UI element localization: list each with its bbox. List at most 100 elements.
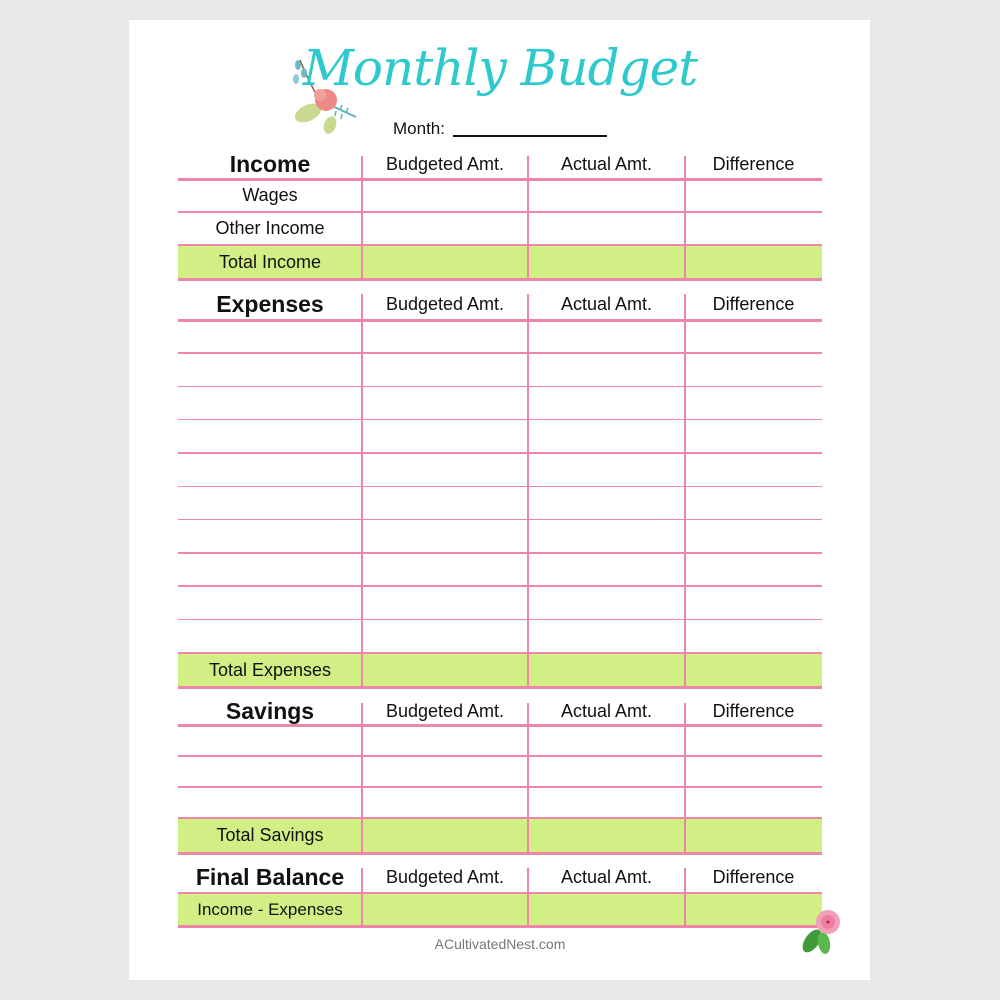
amount-cell[interactable] <box>686 487 821 520</box>
column-divider <box>527 320 529 354</box>
amount-cell[interactable] <box>529 620 684 653</box>
column-header-budgeted-amt-: Budgeted Amt. <box>385 867 505 887</box>
total-amount-cell[interactable] <box>686 245 821 279</box>
column-divider <box>527 294 529 320</box>
header-rule <box>178 319 822 322</box>
amount-cell[interactable] <box>363 453 527 486</box>
amount-cell[interactable] <box>529 179 684 212</box>
section-header-income: Income <box>229 151 311 177</box>
amount-cell[interactable] <box>363 725 527 756</box>
column-divider <box>684 619 686 653</box>
column-header-actual-amt-: Actual Amt. <box>560 154 653 174</box>
table-row <box>178 453 362 486</box>
amount-cell[interactable] <box>529 487 684 520</box>
amount-cell[interactable] <box>686 453 821 486</box>
row-rule <box>178 552 822 554</box>
row-rule <box>178 755 822 757</box>
amount-cell[interactable] <box>363 787 527 818</box>
amount-cell[interactable] <box>686 620 821 653</box>
column-divider <box>527 619 529 653</box>
amount-cell[interactable] <box>363 420 527 453</box>
amount-cell[interactable] <box>529 787 684 818</box>
amount-cell[interactable] <box>363 756 527 787</box>
column-divider <box>684 818 686 853</box>
total-row-fill <box>178 654 822 686</box>
column-divider <box>527 519 529 554</box>
amount-cell[interactable] <box>529 212 684 245</box>
month-input[interactable] <box>453 135 607 137</box>
amount-cell[interactable] <box>363 353 527 386</box>
amount-cell[interactable] <box>363 387 527 420</box>
column-divider <box>361 156 363 179</box>
total-amount-cell[interactable] <box>363 818 527 853</box>
column-divider <box>684 353 686 387</box>
column-divider <box>361 586 363 620</box>
amount-cell[interactable] <box>363 179 527 212</box>
amount-cell[interactable] <box>529 320 684 353</box>
flower-corner-icon <box>802 910 840 954</box>
total-amount-cell[interactable] <box>686 818 821 853</box>
amount-cell[interactable] <box>363 320 527 353</box>
column-divider <box>527 453 529 487</box>
total-amount-cell[interactable] <box>686 653 821 687</box>
amount-cell[interactable] <box>686 420 821 453</box>
row-rule <box>178 244 822 247</box>
amount-cell[interactable] <box>686 725 821 756</box>
amount-cell[interactable] <box>529 453 684 486</box>
header-rule <box>178 892 822 895</box>
column-divider <box>684 419 686 454</box>
total-amount-cell[interactable] <box>529 893 684 926</box>
column-divider <box>527 725 529 756</box>
amount-cell[interactable] <box>529 353 684 386</box>
amount-cell[interactable] <box>363 586 527 619</box>
column-divider <box>361 868 363 893</box>
total-amount-cell[interactable] <box>529 245 684 279</box>
amount-cell[interactable] <box>363 620 527 653</box>
amount-cell[interactable] <box>363 553 527 586</box>
column-divider <box>684 320 686 354</box>
row-rule <box>178 452 822 454</box>
amount-cell[interactable] <box>529 725 684 756</box>
amount-cell[interactable] <box>686 387 821 420</box>
amount-cell[interactable] <box>363 212 527 245</box>
column-divider <box>361 653 363 687</box>
total-label-final-balance: Income - Expenses <box>197 900 343 919</box>
amount-cell[interactable] <box>529 756 684 787</box>
amount-cell[interactable] <box>686 520 821 553</box>
column-divider <box>361 787 363 818</box>
amount-cell[interactable] <box>529 553 684 586</box>
total-rule <box>178 852 822 855</box>
amount-cell[interactable] <box>363 520 527 553</box>
amount-cell[interactable] <box>686 212 821 245</box>
column-divider <box>527 818 529 853</box>
amount-cell[interactable] <box>686 320 821 353</box>
amount-cell[interactable] <box>363 487 527 520</box>
total-amount-cell[interactable] <box>363 245 527 279</box>
amount-cell[interactable] <box>686 586 821 619</box>
total-amount-cell[interactable] <box>363 653 527 687</box>
total-amount-cell[interactable] <box>529 653 684 687</box>
total-label-expenses: Total Expenses <box>208 660 332 680</box>
row-rule <box>178 418 822 421</box>
amount-cell[interactable] <box>529 586 684 619</box>
total-row-fill <box>178 894 822 925</box>
column-divider <box>361 818 363 853</box>
amount-cell[interactable] <box>529 387 684 420</box>
column-divider <box>527 386 529 420</box>
row-rule <box>178 485 822 487</box>
amount-cell[interactable] <box>686 179 821 212</box>
amount-cell[interactable] <box>529 520 684 553</box>
total-rule <box>178 278 822 281</box>
amount-cell[interactable] <box>686 553 821 586</box>
page-title: Monthly Budget <box>302 39 699 97</box>
table-row <box>178 787 362 818</box>
amount-cell[interactable] <box>686 787 821 818</box>
amount-cell[interactable] <box>529 420 684 453</box>
amount-cell[interactable] <box>686 756 821 787</box>
total-amount-cell[interactable] <box>363 893 527 926</box>
amount-cell[interactable] <box>686 353 821 386</box>
total-label-savings: Total Savings <box>216 825 324 845</box>
table-row: Wages <box>242 185 298 205</box>
column-divider <box>361 294 363 320</box>
total-amount-cell[interactable] <box>529 818 684 853</box>
